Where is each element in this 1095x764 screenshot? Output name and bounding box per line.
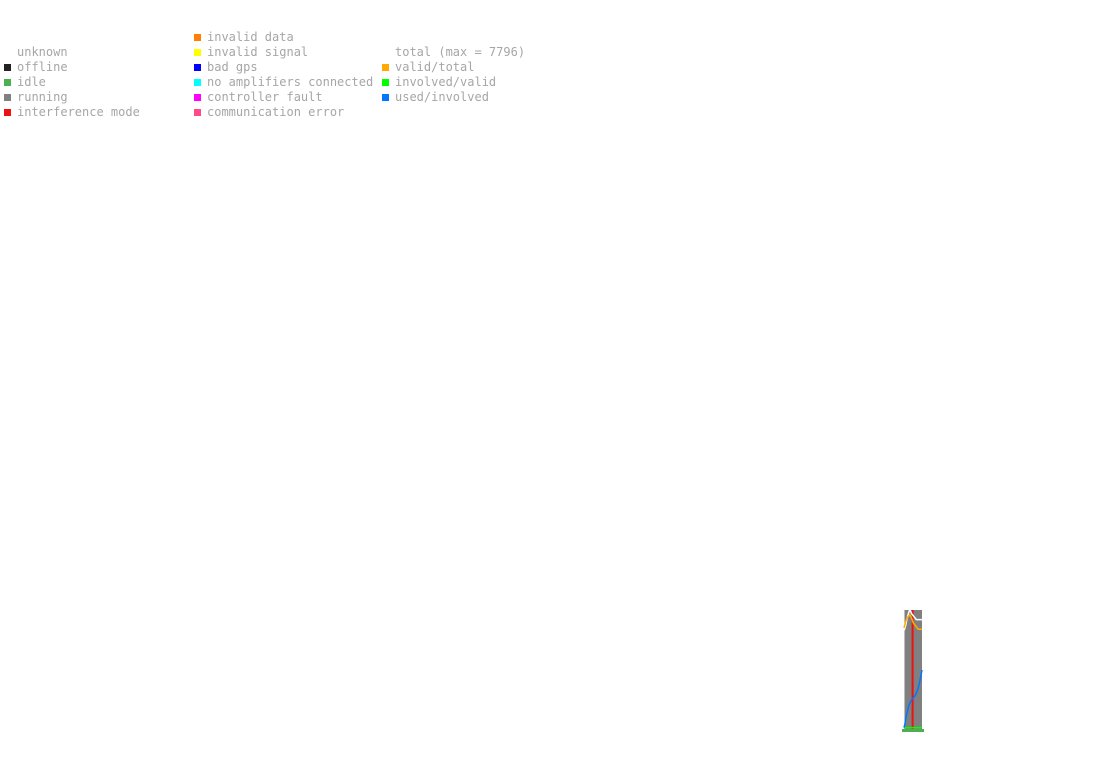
legend-swatch (194, 64, 201, 71)
legend-swatch (382, 94, 389, 101)
legend-swatch (4, 64, 11, 71)
legend-swatch (382, 49, 389, 56)
legend-label: invalid data (207, 30, 294, 44)
legend-label: offline (17, 60, 68, 74)
legend-swatch (194, 34, 201, 41)
legend-label: valid/total (395, 60, 475, 74)
legend-label: unknown (17, 45, 68, 59)
legend-swatch (4, 49, 11, 56)
status-band-interference-mode (911, 610, 914, 730)
legend-swatch (194, 109, 201, 116)
legend-swatch (4, 94, 11, 101)
legend-swatch (194, 79, 201, 86)
legend-swatch (4, 79, 11, 86)
series-line-used-involved (903, 669, 923, 728)
legend-swatch (194, 49, 201, 56)
legend-label: controller fault (207, 90, 323, 104)
legend-label: idle (17, 75, 46, 89)
status-mini-chart (902, 608, 924, 732)
legend-swatch (382, 64, 389, 71)
legend-swatch (194, 94, 201, 101)
legend-label: communication error (207, 105, 345, 119)
legend-label: involved/valid (395, 75, 497, 89)
legend-label: no amplifiers connected (207, 75, 374, 89)
series-line-valid-total (903, 613, 922, 630)
legend-label: bad gps (207, 60, 258, 74)
legend-label: used/involved (395, 90, 489, 104)
legend-label: total (max = 7796) (395, 45, 526, 59)
legend-swatch (382, 79, 389, 86)
status-band-idle (902, 729, 924, 732)
legend-label: invalid signal (207, 45, 309, 59)
legend-swatch (4, 109, 11, 116)
legend-label: interference mode (17, 105, 140, 119)
legend-label: running (17, 90, 68, 104)
